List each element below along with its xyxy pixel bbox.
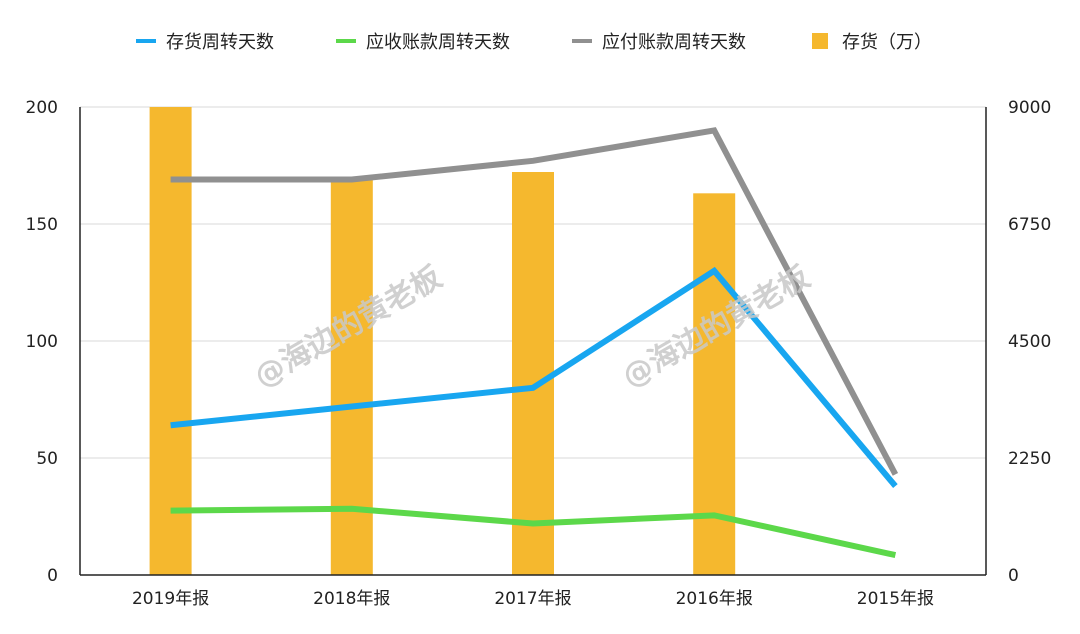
bar-2 [330, 179, 373, 576]
axes [79, 107, 987, 576]
x-axis-ticks: 2019年报 2018年报 2017年报 2016年报 2015年报 [132, 589, 934, 609]
right-tick-label: 4500 [1008, 332, 1051, 352]
bar-1 [149, 107, 192, 575]
left-tick-label: 200 [26, 98, 58, 118]
left-tick-label: 100 [26, 332, 58, 352]
legend: 存货周转天数 应收账款周转天数 应付账款周转天数 存货（万） [136, 32, 932, 53]
left-tick-label: 150 [26, 215, 58, 235]
left-axis-ticks: 200 150 100 50 0 [26, 98, 58, 586]
bar-3 [512, 172, 554, 575]
line-series [170, 127, 899, 559]
right-tick-label: 2250 [1008, 449, 1051, 469]
legend-label: 存货（万） [842, 32, 932, 53]
legend-swatch-bar [812, 33, 828, 49]
left-tick-label: 0 [47, 566, 58, 586]
legend-label: 应收账款周转天数 [366, 32, 510, 53]
right-tick-label: 6750 [1008, 215, 1051, 235]
x-tick-label: 2016年报 [676, 589, 753, 609]
x-tick-label: 2019年报 [132, 589, 209, 609]
right-tick-label: 0 [1008, 566, 1019, 586]
line-series-1 [170, 266, 898, 489]
line-series-2 [170, 505, 897, 559]
line-series-3 [170, 127, 899, 476]
left-tick-label: 50 [36, 449, 58, 469]
x-tick-label: 2018年报 [313, 589, 390, 609]
legend-label: 存货周转天数 [166, 32, 274, 53]
right-axis-ticks: 9000 6750 4500 2250 0 [1008, 98, 1051, 586]
bar-4 [693, 193, 736, 575]
legend-label: 应付账款周转天数 [602, 32, 746, 53]
x-tick-label: 2015年报 [857, 589, 934, 609]
right-tick-label: 9000 [1008, 98, 1051, 118]
x-tick-label: 2017年报 [494, 589, 571, 609]
